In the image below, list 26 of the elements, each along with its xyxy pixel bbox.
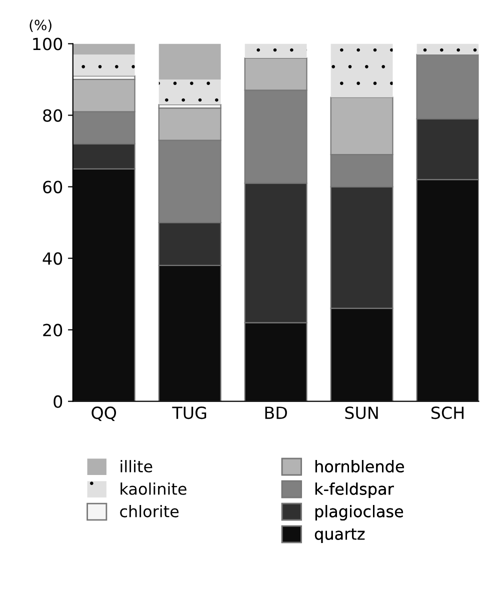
legend-label: hornblende [315,460,404,472]
legend-label: illite [120,460,152,472]
legend-label: quartz [314,528,365,543]
x-tick-label: SCH [431,406,464,420]
legend-label: k-feldspar [315,482,394,498]
legend-label: chlorite [120,505,179,518]
legend-label: plagioclase [315,505,404,520]
y-tick-label: 60 [43,180,62,194]
y-tick-label: 40 [42,252,62,265]
bar [72,54,135,76]
y-tick-label: 20 [43,324,62,336]
x-tick-label: TUG [172,406,206,420]
bar [330,44,393,98]
bar [72,44,135,54]
x-tick-label: SUN [345,406,378,420]
bar [158,44,221,80]
y-axis-title: (%) [30,20,52,32]
legend-label: kaolinite [120,482,186,495]
x-tick-label: BD [265,406,287,419]
x-tick-label: QQ [92,406,116,422]
y-tick-label: 80 [43,109,62,122]
y-tick-label: 0 [54,395,62,408]
bar [158,79,221,105]
bar [416,44,479,54]
y-tick-label: 100 [33,38,62,50]
bar [244,44,307,58]
